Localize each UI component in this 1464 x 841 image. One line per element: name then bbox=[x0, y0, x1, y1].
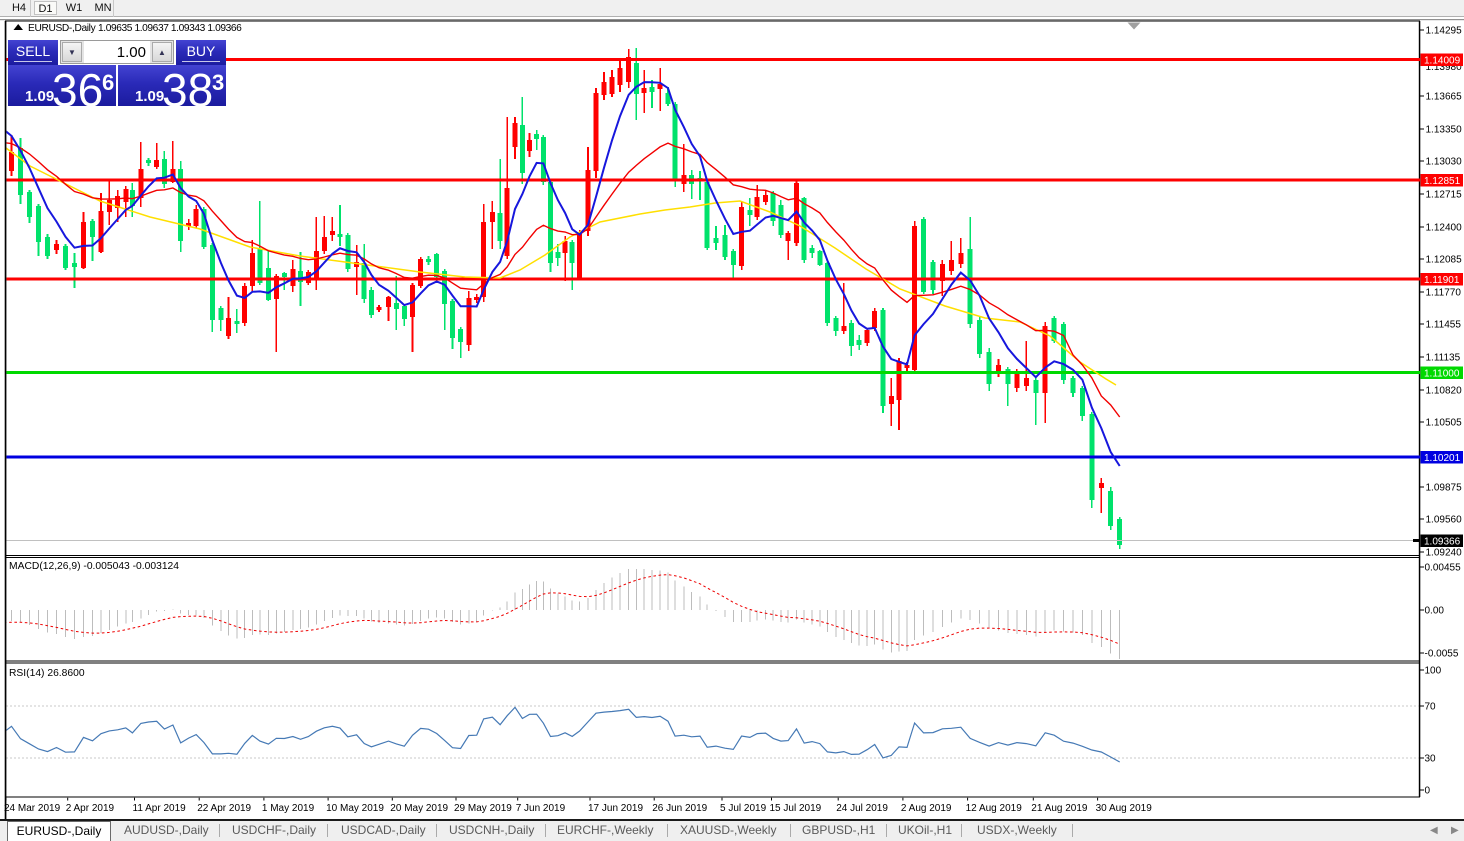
svg-text:21 Aug 2019: 21 Aug 2019 bbox=[1031, 803, 1088, 814]
svg-text:1.09875: 1.09875 bbox=[1426, 483, 1463, 494]
svg-text:1.11135: 1.11135 bbox=[1426, 353, 1461, 364]
svg-text:-0.0055: -0.0055 bbox=[1425, 649, 1459, 660]
svg-text:1.12715: 1.12715 bbox=[1426, 190, 1463, 201]
svg-text:5 Jul 2019: 5 Jul 2019 bbox=[720, 803, 767, 814]
svg-text:10 May 2019: 10 May 2019 bbox=[326, 803, 384, 814]
svg-text:26 Jun 2019: 26 Jun 2019 bbox=[652, 803, 707, 814]
svg-text:MACD(12,26,9) -0.005043 -0.003: MACD(12,26,9) -0.005043 -0.003124 bbox=[9, 561, 179, 572]
svg-text:1.13980: 1.13980 bbox=[1426, 62, 1463, 73]
svg-text:0: 0 bbox=[1425, 786, 1431, 797]
svg-text:24 Jul 2019: 24 Jul 2019 bbox=[836, 803, 888, 814]
svg-text:24 Mar 2019: 24 Mar 2019 bbox=[4, 803, 61, 814]
svg-text:1.10820: 1.10820 bbox=[1426, 386, 1463, 397]
svg-text:15 Jul 2019: 15 Jul 2019 bbox=[770, 803, 822, 814]
svg-text:100: 100 bbox=[1425, 666, 1442, 677]
svg-text:1.13665: 1.13665 bbox=[1426, 92, 1463, 103]
svg-text:1.10505: 1.10505 bbox=[1426, 418, 1463, 429]
svg-text:1.13030: 1.13030 bbox=[1426, 157, 1463, 168]
svg-text:1 May 2019: 1 May 2019 bbox=[262, 803, 315, 814]
svg-text:20 May 2019: 20 May 2019 bbox=[390, 803, 448, 814]
svg-text:2 Aug 2019: 2 Aug 2019 bbox=[901, 803, 952, 814]
svg-text:1.11901: 1.11901 bbox=[1424, 275, 1460, 286]
svg-text:1.14295: 1.14295 bbox=[1426, 26, 1463, 37]
svg-text:0.00455: 0.00455 bbox=[1425, 563, 1462, 574]
svg-text:29 May 2019: 29 May 2019 bbox=[454, 803, 512, 814]
svg-text:1.11000: 1.11000 bbox=[1424, 368, 1460, 379]
svg-text:0.00: 0.00 bbox=[1425, 606, 1445, 617]
svg-text:1.13350: 1.13350 bbox=[1426, 125, 1463, 136]
svg-text:1.09240: 1.09240 bbox=[1426, 548, 1463, 559]
svg-text:7 Jun 2019: 7 Jun 2019 bbox=[516, 803, 566, 814]
svg-text:1.11455: 1.11455 bbox=[1426, 320, 1462, 331]
svg-text:2 Apr 2019: 2 Apr 2019 bbox=[66, 803, 115, 814]
svg-text:12 Aug 2019: 12 Aug 2019 bbox=[966, 803, 1023, 814]
svg-text:1.12851: 1.12851 bbox=[1424, 176, 1461, 187]
svg-text:1.09366: 1.09366 bbox=[1424, 536, 1461, 547]
svg-text:30 Aug 2019: 30 Aug 2019 bbox=[1096, 803, 1153, 814]
svg-text:1.12400: 1.12400 bbox=[1426, 223, 1463, 234]
svg-text:22 Apr 2019: 22 Apr 2019 bbox=[197, 803, 251, 814]
svg-text:1.12085: 1.12085 bbox=[1426, 255, 1463, 266]
svg-text:1.10201: 1.10201 bbox=[1424, 453, 1461, 464]
svg-text:17 Jun 2019: 17 Jun 2019 bbox=[588, 803, 643, 814]
svg-text:RSI(14) 26.8600: RSI(14) 26.8600 bbox=[9, 668, 85, 679]
svg-text:11 Apr 2019: 11 Apr 2019 bbox=[133, 803, 187, 814]
svg-text:1.09560: 1.09560 bbox=[1426, 515, 1463, 526]
svg-text:30: 30 bbox=[1425, 754, 1437, 765]
svg-text:1.11770: 1.11770 bbox=[1426, 288, 1462, 299]
svg-text:1.14009: 1.14009 bbox=[1424, 55, 1461, 66]
svg-text:70: 70 bbox=[1425, 702, 1437, 713]
